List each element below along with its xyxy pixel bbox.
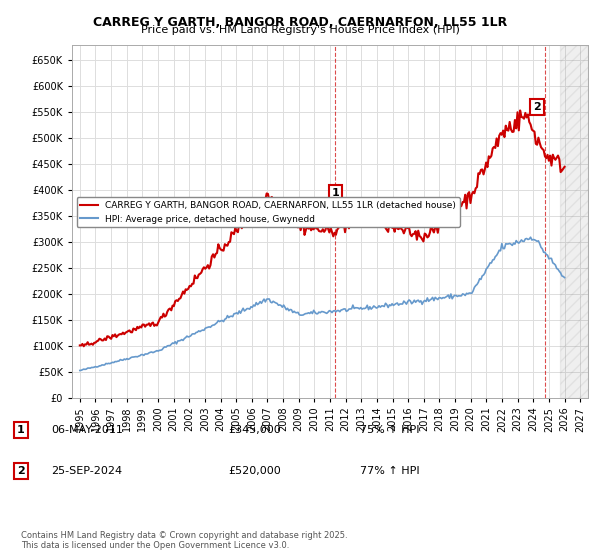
Text: 75% ↑ HPI: 75% ↑ HPI [360, 425, 419, 435]
Text: 06-MAY-2011: 06-MAY-2011 [51, 425, 123, 435]
Text: CARREG Y GARTH, BANGOR ROAD, CAERNARFON, LL55 1LR: CARREG Y GARTH, BANGOR ROAD, CAERNARFON,… [93, 16, 507, 29]
Text: 25-SEP-2024: 25-SEP-2024 [51, 466, 122, 476]
Text: Price paid vs. HM Land Registry's House Price Index (HPI): Price paid vs. HM Land Registry's House … [140, 25, 460, 35]
Legend: CARREG Y GARTH, BANGOR ROAD, CAERNARFON, LL55 1LR (detached house), HPI: Average: CARREG Y GARTH, BANGOR ROAD, CAERNARFON,… [77, 198, 460, 227]
Text: £345,000: £345,000 [228, 425, 281, 435]
Text: 1: 1 [332, 188, 340, 198]
Text: 77% ↑ HPI: 77% ↑ HPI [360, 466, 419, 476]
Text: 1: 1 [17, 425, 25, 435]
Text: Contains HM Land Registry data © Crown copyright and database right 2025.
This d: Contains HM Land Registry data © Crown c… [21, 530, 347, 550]
Bar [560, 45, 588, 398]
Text: £520,000: £520,000 [228, 466, 281, 476]
Text: 2: 2 [533, 102, 541, 112]
Text: 2: 2 [17, 466, 25, 476]
